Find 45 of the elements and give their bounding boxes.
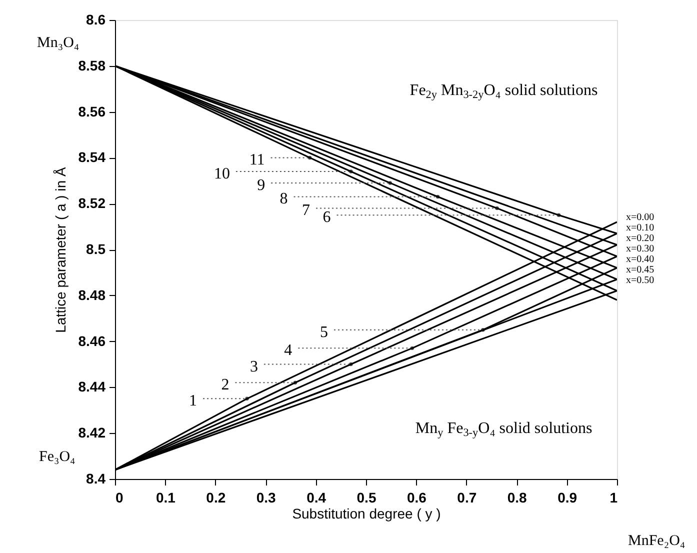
y-tick-label: 8.6 [86,12,106,28]
y-tick-label: 8.58 [78,57,106,74]
text: x=0.45 [626,264,654,276]
x-tick-label: 0.2 [206,490,226,506]
y-tick-label: 8.48 [78,286,106,303]
annotation: 2 [221,376,230,394]
text: Mn₃O₄ [37,35,80,51]
x-tick-label: 0.9 [558,490,578,506]
annotation: 10 [214,165,230,182]
annotation: 8 [280,190,288,208]
annotation: 4 [284,342,292,360]
text: x=0.40 [626,254,654,265]
y-tick-label: 8.44 [78,378,106,395]
annotation: 7 [302,202,310,220]
text: MnFe₂O₄ [628,533,686,549]
annotation: 1 [189,392,198,410]
y-tick-label: 8.56 [78,103,106,120]
x-tick-label: 0.1 [156,490,176,506]
x-tick-label: 0.5 [356,490,376,506]
x-tick-label: 0.8 [507,490,528,506]
y-axis-title: Lattice parameter ( a ) in Å [52,166,68,333]
text: x=0.20 [626,233,654,244]
annotation: 5 [320,324,328,341]
text: x=0.00 [626,212,654,223]
x-tick-label: 1 [610,490,618,506]
annotation: 9 [257,176,266,194]
x-tick-label: 0.6 [406,490,427,506]
text: x=0.10 [626,222,654,234]
text: Fe₃O₄ [39,449,76,465]
x-tick-label: 0 [116,490,124,506]
annotation: 11 [249,152,265,169]
y-tick-label: 8.4 [86,470,106,486]
y-tick-label: 8.5 [86,241,106,257]
y-tick-label: 8.52 [78,195,106,212]
annotation: 3 [250,358,258,376]
text: x=0.50 [626,275,654,286]
annotation: 6 [322,209,331,226]
x-tick-label: 0.3 [256,490,276,506]
x-tick-label: 0.4 [306,490,326,506]
text: x=0.30 [626,244,654,254]
y-tick-label: 8.54 [78,149,106,166]
y-tick-label: 8.46 [78,332,106,349]
y-tick-label: 8.42 [78,424,106,441]
x-tick-label: 0.7 [457,490,477,506]
x-axis-title: Substitution degree ( y ) [292,506,441,522]
